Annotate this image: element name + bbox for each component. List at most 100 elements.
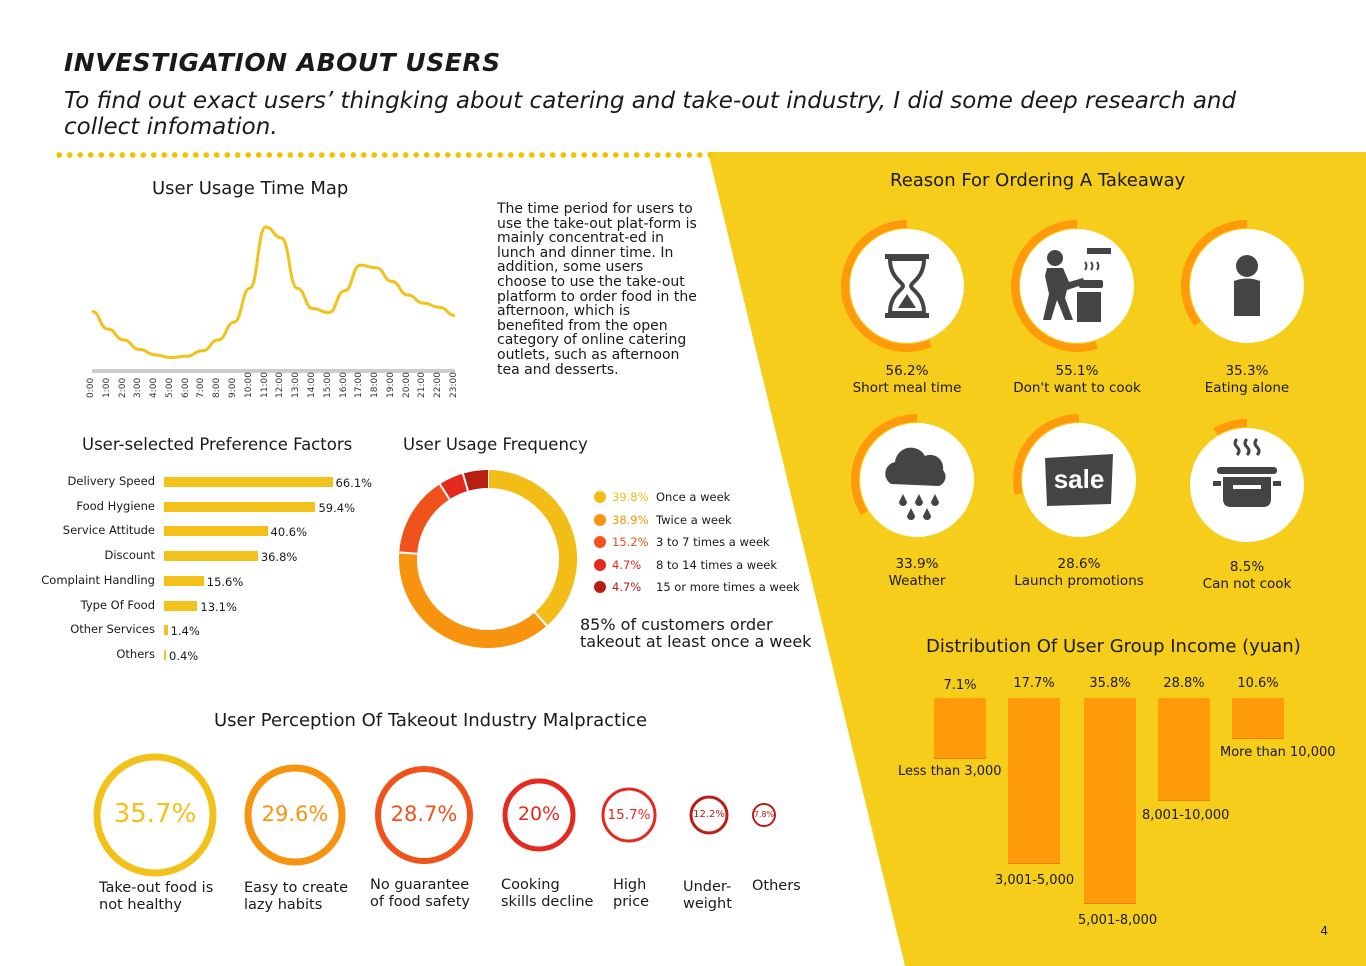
usage-x-tick: 1:00 [101,377,112,398]
reason-circle [1181,220,1304,343]
reason-circle [1011,220,1134,352]
reasons-title: Reason For Ordering A Takeaway [890,170,1186,191]
usage-x-tick: 13:00 [291,372,302,398]
usage-x-tick: 8:00 [212,377,223,398]
usage-x-tick: 6:00 [180,377,191,398]
malpractice-ring [752,803,776,827]
usage-x-tick: 0:00 [86,377,96,398]
preference-bar [164,526,268,537]
cooking-person-icon [1043,248,1111,322]
income-category-label: More than 10,000 [1220,745,1336,760]
legend-percent: 39.8% [612,490,649,504]
legend-swatch [594,491,606,503]
malpractice-ring [502,778,576,852]
malpractice-ring [601,787,657,843]
malpractice-label: Take-out food is not healthy [99,880,214,913]
legend-label: 8 to 14 times a week [656,557,778,572]
reason-progress-arc [1013,414,1080,495]
preference-category-label: Other Services [70,622,155,637]
preference-value-label: 13.1% [200,599,237,614]
reason-progress-arc [1213,419,1248,436]
legend-swatch [594,581,606,593]
malpractice-label: Under- weight [683,879,732,912]
reason-progress-arc [851,414,918,516]
income-bar [1084,698,1136,904]
usage-x-tick: 9:00 [228,377,239,398]
malpractice-percent: 20% [517,803,561,826]
frequency-donut-slice [487,470,577,626]
legend-label: Once a week [656,490,731,504]
reason-percent: 55.1% [1055,363,1099,379]
page-title: INVESTIGATION ABOUT USERS [64,48,501,77]
malpractice-percent: 35.7% [113,798,197,829]
preference-bar [164,625,168,636]
income-bar [934,698,986,759]
preference-category-label: Discount [104,548,156,563]
usage-x-tick: 16:00 [338,372,349,398]
preference-category-label: Delivery Speed [67,474,155,488]
legend-label: Twice a week [656,512,732,527]
preference-category-label: Others [116,646,155,661]
usage-x-tick: 7:00 [196,377,207,398]
preference-value-label: 59.4% [318,500,356,515]
frequency-legend-item: 4.7% 8 to 14 times a week [594,558,777,572]
preference-bar [164,501,316,512]
malpractice-percent: 29.6% [261,801,329,826]
usage-time-title: User Usage Time Map [152,178,349,199]
rain-cloud-icon [885,447,946,520]
preference-value-label: 1.4% [170,624,200,639]
page-number: 4 [1320,924,1328,938]
preference-category-label: Complaint Handling [41,572,155,587]
svg-text:sale: sale [1054,464,1105,494]
frequency-legend-item: 38.9% Twice a week [594,513,732,527]
frequency-note: 85% of customers order takeout at least … [580,615,812,651]
hourglass-icon [885,254,929,318]
malpractice-percent: 28.7% [390,801,458,826]
usage-x-tick: 15:00 [322,372,333,398]
usage-time-line-chart [91,225,456,373]
malpractice-title: User Perception Of Takeout Industry Malp… [214,710,648,731]
income-value-label: 7.1% [943,678,977,693]
preference-value-label: 40.6% [270,525,308,540]
malpractice-label: High price [613,877,650,910]
usage-x-tick: 2:00 [117,377,128,398]
usage-x-tick: 20:00 [401,372,412,398]
reason-percent: 28.6% [1057,556,1101,572]
reason-percent: 56.2% [885,363,929,379]
income-title: Distribution Of User Group Income (yuan) [926,636,1301,657]
income-category-label: Less than 3,000 [898,764,1002,779]
usage-x-tick: 3:00 [133,377,144,398]
usage-x-tick: 17:00 [354,372,365,398]
usage-x-tick: 5:00 [164,377,175,398]
reason-progress-arc [841,220,933,352]
income-bar [1158,698,1210,801]
preference-bar [164,575,204,586]
legend-swatch [594,536,606,548]
malpractice-percent: 15.7% [607,806,651,823]
income-value-label: 17.7% [1013,676,1055,691]
usage-x-tick: 19:00 [385,372,396,398]
malpractice-ring [375,766,473,864]
page-subtitle: To find out exact users’ thingking about… [64,88,1237,140]
preference-bar [164,600,198,611]
reason-label: Short meal time [852,380,962,396]
malpractice-label: Easy to create lazy habits [244,880,348,913]
legend-percent: 15.2% [612,535,649,549]
income-value-label: 10.6% [1237,676,1279,691]
income-value-label: 35.8% [1089,676,1131,691]
usage-x-tick: 18:00 [370,372,381,398]
legend-label: 15 or more times a week [656,580,800,594]
preference-bar [164,649,166,660]
income-category-label: 8,001-10,000 [1142,808,1230,823]
frequency-donut-slice [462,470,489,491]
reason-label: Eating alone [1204,380,1290,396]
preference-title: User-selected Preference Factors [82,435,353,454]
preference-bar [164,551,258,562]
reason-progress-arc [1011,220,1098,352]
dotted-divider [54,152,714,158]
income-bar [1008,698,1060,864]
legend-swatch [594,513,606,526]
frequency-donut-slice [399,552,547,648]
reason-percent: 33.9% [895,556,939,572]
income-bar [1232,698,1284,740]
